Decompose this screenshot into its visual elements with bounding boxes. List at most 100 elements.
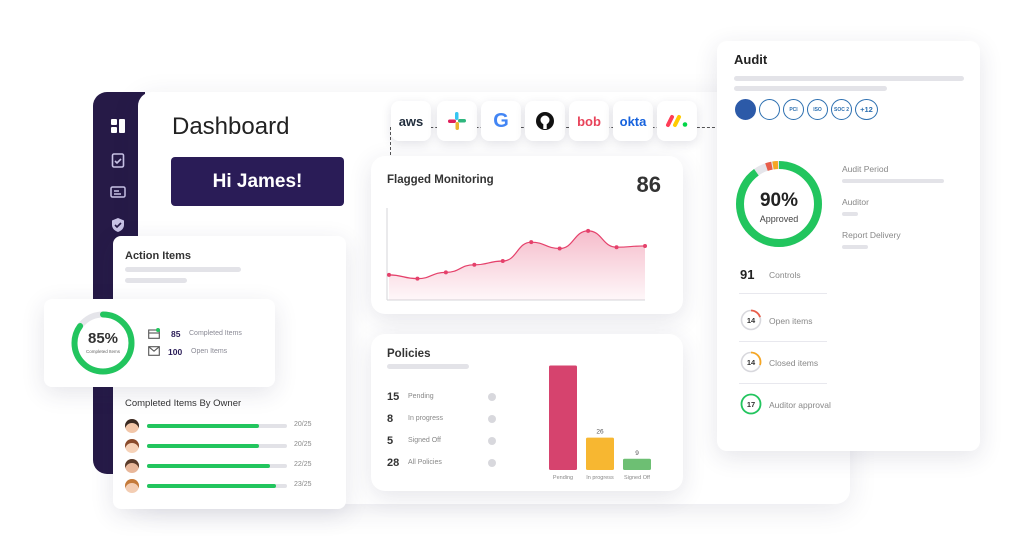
slack-logo-icon[interactable] [437, 101, 477, 141]
audit-status: Approved [759, 214, 799, 224]
okta-logo-label: okta [619, 113, 647, 129]
policies-subtitle-placeholder [387, 364, 469, 369]
completion-ring [71, 311, 135, 375]
flagged-data-point[interactable] [500, 259, 505, 264]
aws-logo-label: aws [398, 113, 424, 129]
flagged-data-point[interactable] [614, 245, 619, 250]
policy-count: 28 [387, 457, 400, 469]
audit-field-label: Auditor [842, 197, 869, 207]
flagged-data-point[interactable] [529, 240, 534, 245]
clipboard-check-icon[interactable] [110, 152, 126, 168]
iso-badge-icon [735, 99, 756, 120]
audit-field-label: Report Delivery [842, 230, 901, 240]
owner-fraction: 20/25 [294, 441, 312, 448]
shield-check-icon[interactable] [110, 217, 126, 233]
audit-item-ring [740, 393, 762, 415]
more-badges[interactable]: +12 [855, 99, 878, 120]
flagged-monitoring-chart [386, 208, 647, 301]
policies-title: Policies [387, 348, 431, 360]
aws-logo-icon[interactable]: aws [391, 101, 431, 141]
completion-summary-card: 85% Completed Items 85 Completed Items 1… [44, 299, 275, 387]
owner-avatar [125, 419, 139, 433]
completed-items-icon [148, 328, 160, 339]
audit-placeholder-2 [734, 86, 887, 91]
action-items-placeholder-2 [125, 278, 187, 283]
flagged-monitoring-count: 86 [636, 172, 661, 197]
owner-avatar [125, 459, 139, 473]
owner-progress-fill [147, 484, 276, 488]
iso-badge-icon: ISO [807, 99, 828, 120]
google-logo-icon[interactable]: G [481, 101, 521, 141]
owners-title: Completed Items By Owner [125, 398, 242, 409]
policy-bar-data-label: 26 [596, 429, 604, 436]
audit-item-count: 14 [746, 358, 756, 367]
owner-avatar [125, 479, 139, 493]
policy-status-dot [488, 437, 496, 445]
owner-progress-bar [147, 484, 287, 488]
id-card-icon[interactable] [110, 184, 126, 200]
policy-bar-category-label: Pending [553, 475, 573, 481]
flagged-data-point[interactable] [443, 270, 448, 275]
okta-logo-icon[interactable]: okta [613, 101, 653, 141]
policy-count: 15 [387, 391, 400, 403]
pci-badge-icon: PCI [783, 99, 804, 120]
owner-fraction: 23/25 [294, 481, 312, 488]
owner-fraction: 22/25 [294, 461, 312, 468]
policy-status-dot [488, 415, 496, 423]
flagged-data-point[interactable] [415, 276, 420, 281]
completion-percent: 85% [87, 330, 119, 347]
policy-count: 8 [387, 413, 394, 425]
open-label: Open Items [191, 348, 228, 355]
completed-count: 85 [171, 329, 181, 339]
policy-bar-pending[interactable] [549, 365, 577, 470]
audit-title: Audit [734, 52, 768, 67]
audit-item-count: 17 [746, 400, 756, 409]
action-items-placeholder-1 [125, 267, 241, 272]
policy-bar-signed-off[interactable] [623, 458, 651, 470]
dashboard-icon[interactable] [110, 118, 126, 134]
flagged-data-point[interactable] [557, 246, 562, 251]
audit-item-label[interactable]: Auditor approval [769, 400, 831, 410]
audit-placeholder-1 [734, 76, 964, 81]
monday-mark [666, 115, 688, 127]
policy-bar-in-progress[interactable] [586, 437, 614, 470]
audit-item-label[interactable]: Open items [769, 316, 813, 326]
policy-label[interactable]: In progress [408, 415, 444, 422]
flagged-data-point[interactable] [387, 272, 391, 277]
flagged-area-fill [389, 230, 645, 300]
policy-count: 5 [387, 435, 394, 447]
flagged-series-line [388, 230, 646, 280]
audit-item-count: 14 [746, 316, 756, 325]
greeting-button[interactable]: Hi James! [171, 157, 344, 206]
google-logo-label: G [493, 109, 509, 132]
flagged-monitoring-title: Flagged Monitoring [387, 174, 494, 186]
flagged-data-point[interactable] [472, 262, 477, 267]
audit-item-ring [740, 351, 762, 373]
monday-logo-icon[interactable] [657, 101, 697, 141]
owner-progress-fill [147, 464, 271, 468]
audit-card: Audit PCI ISO SOC 2 +12 90% Approved Audit … [717, 41, 980, 451]
completed-label: Completed Items [189, 330, 242, 337]
owner-fraction: 20/25 [294, 421, 312, 428]
audit-field-value-placeholder [842, 212, 858, 216]
github-mark [536, 112, 554, 130]
audit-item-divider [739, 341, 827, 342]
audit-field-value-placeholder [842, 179, 944, 183]
audit-item-label[interactable]: Closed items [769, 358, 819, 368]
policy-label[interactable]: Signed Off [408, 437, 441, 444]
policy-label[interactable]: Pending [408, 393, 434, 400]
policy-label[interactable]: All Policies [408, 459, 442, 466]
slack-mark [448, 112, 466, 130]
flagged-data-point[interactable] [586, 228, 591, 233]
policies-card: Policies 15 Pending 8 In progress 5 Signed Of… [371, 334, 683, 491]
github-logo-icon[interactable] [525, 101, 565, 141]
bob-logo-icon[interactable]: bob [569, 101, 609, 141]
open-items-icon [148, 346, 160, 356]
action-items-title: Action Items [125, 250, 192, 262]
flagged-data-point[interactable] [643, 243, 647, 248]
badge-label: ISO [813, 106, 822, 113]
integration-connector-drop [390, 127, 391, 155]
controls-divider [739, 293, 827, 294]
audit-field-value-placeholder [842, 245, 868, 249]
owner-avatar [125, 439, 139, 453]
